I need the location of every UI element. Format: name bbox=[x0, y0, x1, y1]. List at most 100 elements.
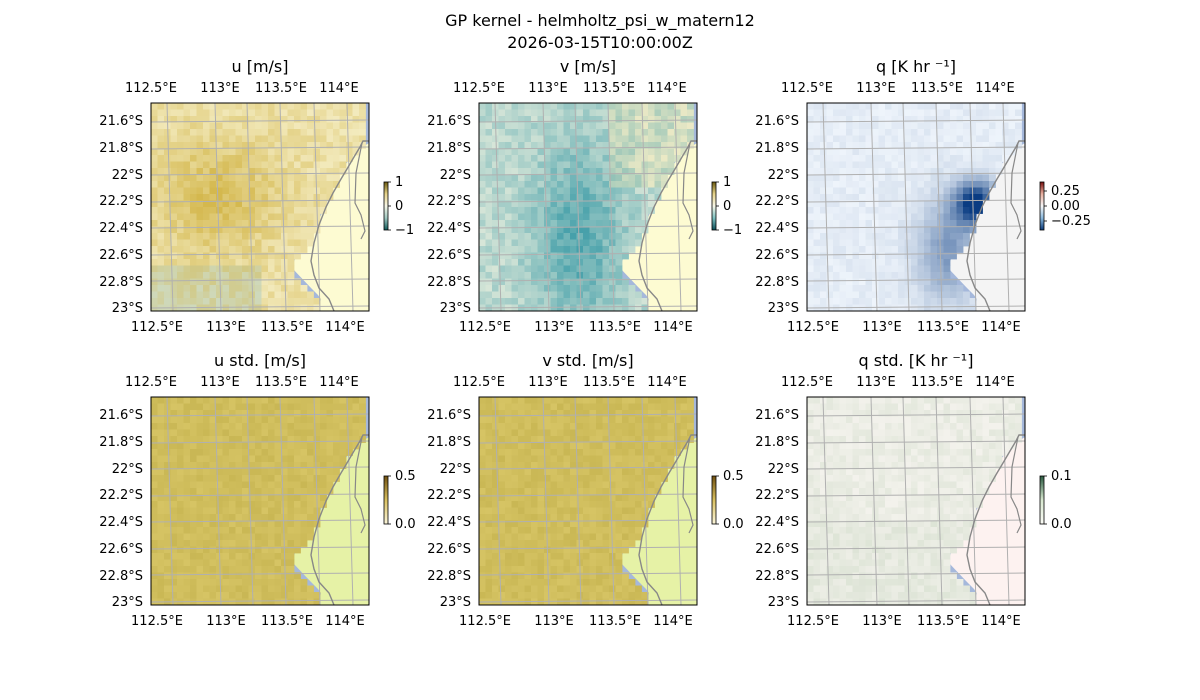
data-cell bbox=[891, 265, 899, 273]
data-cell bbox=[177, 103, 184, 110]
data-cell bbox=[537, 566, 545, 573]
data-cell bbox=[261, 129, 269, 136]
data-cell bbox=[177, 592, 184, 599]
data-cell bbox=[274, 103, 282, 110]
data-cell bbox=[268, 455, 275, 463]
data-cell bbox=[898, 416, 905, 424]
data-cell bbox=[242, 455, 249, 463]
data-cell bbox=[859, 416, 866, 424]
data-cell bbox=[589, 546, 597, 554]
data-cell bbox=[674, 103, 681, 110]
data-cell bbox=[479, 168, 486, 175]
data-cell bbox=[615, 109, 623, 117]
data-cell bbox=[479, 207, 486, 214]
data-cell bbox=[498, 246, 506, 253]
data-cell bbox=[1002, 436, 1009, 443]
data-cell bbox=[820, 259, 827, 266]
data-cell bbox=[524, 168, 532, 175]
data-cell bbox=[511, 194, 519, 201]
data-cell bbox=[589, 200, 597, 208]
data-cell bbox=[177, 410, 184, 417]
data-cell bbox=[505, 416, 512, 424]
data-cell bbox=[313, 598, 321, 605]
data-cell bbox=[563, 259, 571, 266]
data-cell bbox=[976, 455, 983, 463]
data-cell bbox=[498, 442, 506, 450]
data-cell bbox=[563, 291, 571, 299]
data-cell bbox=[596, 122, 603, 130]
data-cell bbox=[248, 598, 256, 605]
data-cell bbox=[615, 592, 623, 599]
data-cell bbox=[313, 468, 321, 476]
data-cell bbox=[602, 252, 610, 260]
data-cell bbox=[557, 442, 564, 450]
data-cell bbox=[183, 200, 191, 208]
data-cell bbox=[615, 285, 623, 292]
data-cell bbox=[654, 397, 662, 404]
data-cell bbox=[255, 148, 262, 156]
data-cell bbox=[531, 272, 538, 279]
data-cell bbox=[846, 265, 853, 273]
data-cell bbox=[261, 520, 269, 528]
data-cell bbox=[537, 148, 545, 156]
data-cell bbox=[680, 116, 688, 123]
data-cell bbox=[583, 142, 590, 149]
data-cell bbox=[865, 285, 873, 292]
data-cell bbox=[609, 592, 616, 599]
data-cell bbox=[511, 462, 519, 469]
data-cell bbox=[1015, 142, 1022, 149]
data-cell bbox=[641, 174, 649, 182]
data-cell bbox=[524, 109, 532, 117]
data-cell bbox=[583, 291, 590, 299]
data-cell bbox=[615, 278, 623, 286]
data-cell bbox=[924, 259, 931, 266]
x-tick-label-bottom: 112.5°E bbox=[787, 320, 839, 335]
data-cell bbox=[346, 155, 353, 162]
data-cell bbox=[563, 194, 571, 201]
data-cell bbox=[813, 220, 821, 227]
data-cell bbox=[492, 514, 499, 521]
data-cell bbox=[164, 592, 171, 599]
data-cell bbox=[235, 116, 243, 123]
data-cell bbox=[667, 142, 675, 149]
data-cell bbox=[170, 272, 178, 279]
data-cell bbox=[300, 109, 308, 117]
data-cell bbox=[820, 285, 827, 292]
data-cell bbox=[492, 566, 499, 573]
data-cell bbox=[209, 455, 217, 463]
data-cell bbox=[531, 298, 538, 305]
data-cell bbox=[859, 455, 866, 463]
data-cell bbox=[687, 403, 694, 411]
data-cell bbox=[550, 298, 558, 305]
data-cell bbox=[937, 410, 944, 417]
data-cell bbox=[222, 187, 230, 195]
data-cell bbox=[615, 449, 623, 456]
data-cell bbox=[281, 579, 288, 586]
data-cell bbox=[229, 200, 236, 208]
data-cell bbox=[570, 200, 577, 208]
data-cell bbox=[576, 507, 584, 515]
data-cell bbox=[648, 174, 655, 182]
data-cell bbox=[557, 403, 564, 411]
data-cell bbox=[287, 533, 295, 541]
data-cell bbox=[485, 181, 493, 188]
data-cell bbox=[807, 246, 814, 253]
data-cell bbox=[930, 142, 938, 149]
data-cell bbox=[589, 468, 597, 476]
data-cell bbox=[492, 533, 499, 541]
data-cell bbox=[294, 174, 301, 182]
coastline bbox=[966, 140, 1025, 311]
data-cell bbox=[242, 233, 249, 240]
data-cell bbox=[609, 468, 616, 476]
data-cell bbox=[576, 475, 584, 482]
data-cell bbox=[307, 174, 314, 182]
data-cell bbox=[615, 135, 623, 143]
data-cell bbox=[300, 533, 308, 541]
x-tick-label-bottom: 114°E bbox=[325, 614, 365, 629]
data-cell bbox=[151, 397, 158, 404]
data-cell bbox=[313, 103, 321, 110]
data-cell bbox=[242, 488, 249, 495]
data-cell bbox=[320, 103, 327, 110]
data-cell bbox=[628, 488, 636, 495]
data-cell bbox=[570, 579, 577, 586]
